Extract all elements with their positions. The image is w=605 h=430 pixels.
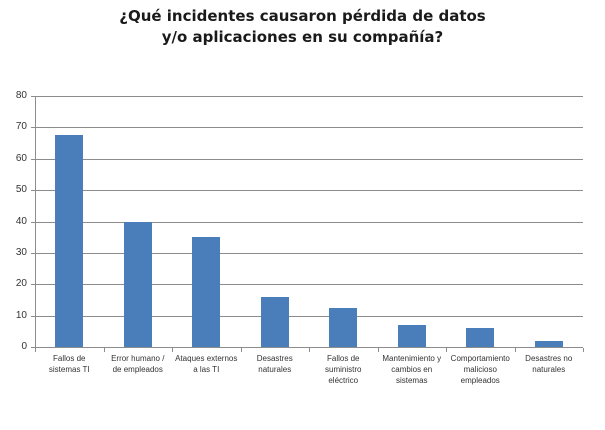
plot-area: 0 10 20 30 40 50 60 70 80 Fallos de sistemas TI Err… [16,90,584,385]
y-tick-label: 20 [15,278,27,290]
bar [466,328,495,347]
bar [329,307,358,347]
x-category-label-line: sistemas [395,376,428,385]
y-tick-mark [31,190,35,192]
x-category-label-line: Fallos de [53,354,86,363]
y-tick-mark [31,252,35,254]
x-category-label-line: Ataques externos [175,354,238,363]
x-category-label-line: malicioso [463,365,497,374]
x-category-label-line: naturales [532,365,566,374]
y-tick-label: 10 [15,309,27,321]
y-tick-label: 0 [21,341,27,352]
x-tick-mark [514,348,516,352]
y-tick-label: 70 [15,121,27,133]
chart-title: ¿Qué incidentes causaron pérdida de dato… [0,6,605,48]
y-tick-mark [31,221,35,223]
y-tick-mark [31,347,35,348]
x-category-label-line: Mantenimiento y [382,354,442,363]
x-category-label-line: naturales [258,365,292,374]
chart-title-line2: y/o aplicaciones en su compañía? [161,28,444,46]
y-tick-mark [31,315,35,317]
x-category-label-line: eléctrico [328,376,359,385]
x-tick-mark [583,348,584,352]
x-category-label-line: Desastres no [525,354,573,363]
x-category-label-line: empleados [460,376,500,385]
x-category-label: Error humano / de empleados [102,353,174,375]
x-category-label: Ataques externos a las TI [170,353,242,375]
gridline [35,96,583,97]
x-category-label-line: suministro [325,365,362,374]
x-category-label-line: cambios en [391,365,433,374]
gridline [35,221,583,223]
y-tick-label: 30 [15,246,27,258]
bar [534,340,563,347]
x-category-label: Comportamiento malicioso empleados [444,353,516,386]
x-axis [35,347,583,348]
y-tick-mark [31,284,35,286]
gridline [35,127,583,129]
y-tick-label: 60 [15,152,27,164]
y-tick-mark [31,127,35,129]
bar [55,135,84,347]
x-category-label-line: Comportamiento [450,354,510,363]
bar [192,237,221,347]
x-tick-mark [35,348,36,352]
y-tick-mark [31,96,35,97]
chart-title-line1: ¿Qué incidentes causaron pérdida de dato… [119,7,486,25]
x-category-label: Fallos de sistemas TI [33,353,105,375]
x-category-label: Fallos de suministro eléctrico [307,353,379,386]
bar [123,221,152,347]
x-category-label-line: de empleados [112,365,163,374]
x-tick-mark [309,348,310,352]
gridline [35,190,583,192]
y-tick-label: 40 [15,215,27,227]
y-tick-label: 50 [15,184,27,196]
x-category-label-line: Desastres [256,354,293,363]
x-category-label-line: Fallos de [327,354,360,363]
y-tick-label: 80 [15,90,27,101]
y-tick-mark [31,158,35,160]
gridline [35,252,583,254]
gridline [35,284,583,286]
x-category-label-line: a las TI [193,365,220,374]
x-tick-mark [446,348,447,352]
x-tick-mark [377,348,379,352]
gridline [35,158,583,160]
x-tick-mark [103,348,105,352]
x-category-label: Mantenimiento y cambios en sistemas [376,353,448,386]
x-tick-mark [172,348,173,352]
x-category-label: Desastres no naturales [513,353,585,375]
x-category-label-line: sistemas TI [48,365,90,374]
x-category-label-line: Error humano / [111,354,165,363]
gridline [35,315,583,317]
bar [397,325,426,347]
x-category-label: Desastres naturales [239,353,311,375]
bar [260,296,289,347]
x-tick-mark [240,348,242,352]
